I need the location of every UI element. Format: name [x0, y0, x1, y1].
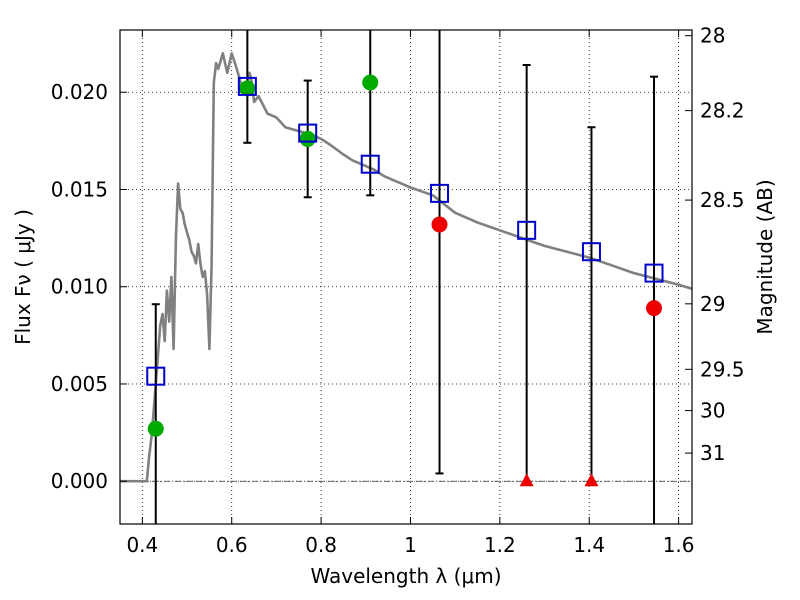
y2-tick-label: 30: [700, 399, 725, 423]
model-spectrum-line: [120, 51, 693, 483]
x-axis-label: Wavelength λ (μm): [310, 564, 501, 588]
plot-frame: [119, 29, 693, 525]
y-tick-label: 0.010: [51, 275, 108, 299]
red-data-point: [431, 216, 448, 233]
x-tick-label: 1: [404, 533, 417, 557]
y2-tick-label: 28: [700, 24, 725, 48]
x-tick-label: 0.8: [305, 533, 337, 557]
green-data-point: [239, 80, 256, 97]
x-tick-label: 1.6: [663, 533, 695, 557]
red-data-point: [646, 300, 663, 317]
x-tick-label: 1.2: [484, 533, 516, 557]
y-tick-label: 0.000: [51, 469, 108, 493]
y-tick-label: 0.020: [51, 80, 108, 104]
y2-tick-label: 31: [700, 441, 725, 465]
plot-content: [120, 30, 693, 524]
x-tick-label: 0.4: [126, 533, 158, 557]
red-upper-limit-marker: [519, 473, 534, 487]
y-axis-label: Flux Fν ( μJy ): [11, 209, 35, 345]
x-tick-label: 1.4: [573, 533, 605, 557]
green-data-point: [147, 420, 164, 437]
model-photometry-square: [146, 366, 166, 386]
model-photometry-square: [430, 183, 450, 203]
y2-axis-label: Magnitude (AB): [753, 179, 777, 334]
green-data-point: [299, 130, 316, 147]
y2-tick-label: 29: [700, 292, 725, 316]
model-photometry-square: [237, 76, 257, 96]
model-photometry-square: [581, 242, 601, 262]
axis-ticks: 0.4 0.6 0.8 1 1.2 1.4 1.6 0.000 0.005 0.010 0.015 0…: [51, 24, 745, 557]
red-upper-limit-marker: [584, 473, 599, 487]
y2-tick-label: 28.2: [700, 99, 745, 123]
model-photometry-square: [644, 263, 664, 283]
y-tick-label: 0.015: [51, 177, 108, 201]
model-photometry-square: [298, 123, 318, 143]
model-photometry-square: [360, 154, 380, 174]
y-tick-label: 0.005: [51, 372, 108, 396]
y2-tick-label: 29.5: [700, 357, 745, 381]
model-photometry-square: [517, 220, 537, 240]
x-tick-label: 0.6: [216, 533, 248, 557]
green-data-point: [362, 74, 379, 91]
y2-tick-label: 28.5: [700, 188, 745, 212]
